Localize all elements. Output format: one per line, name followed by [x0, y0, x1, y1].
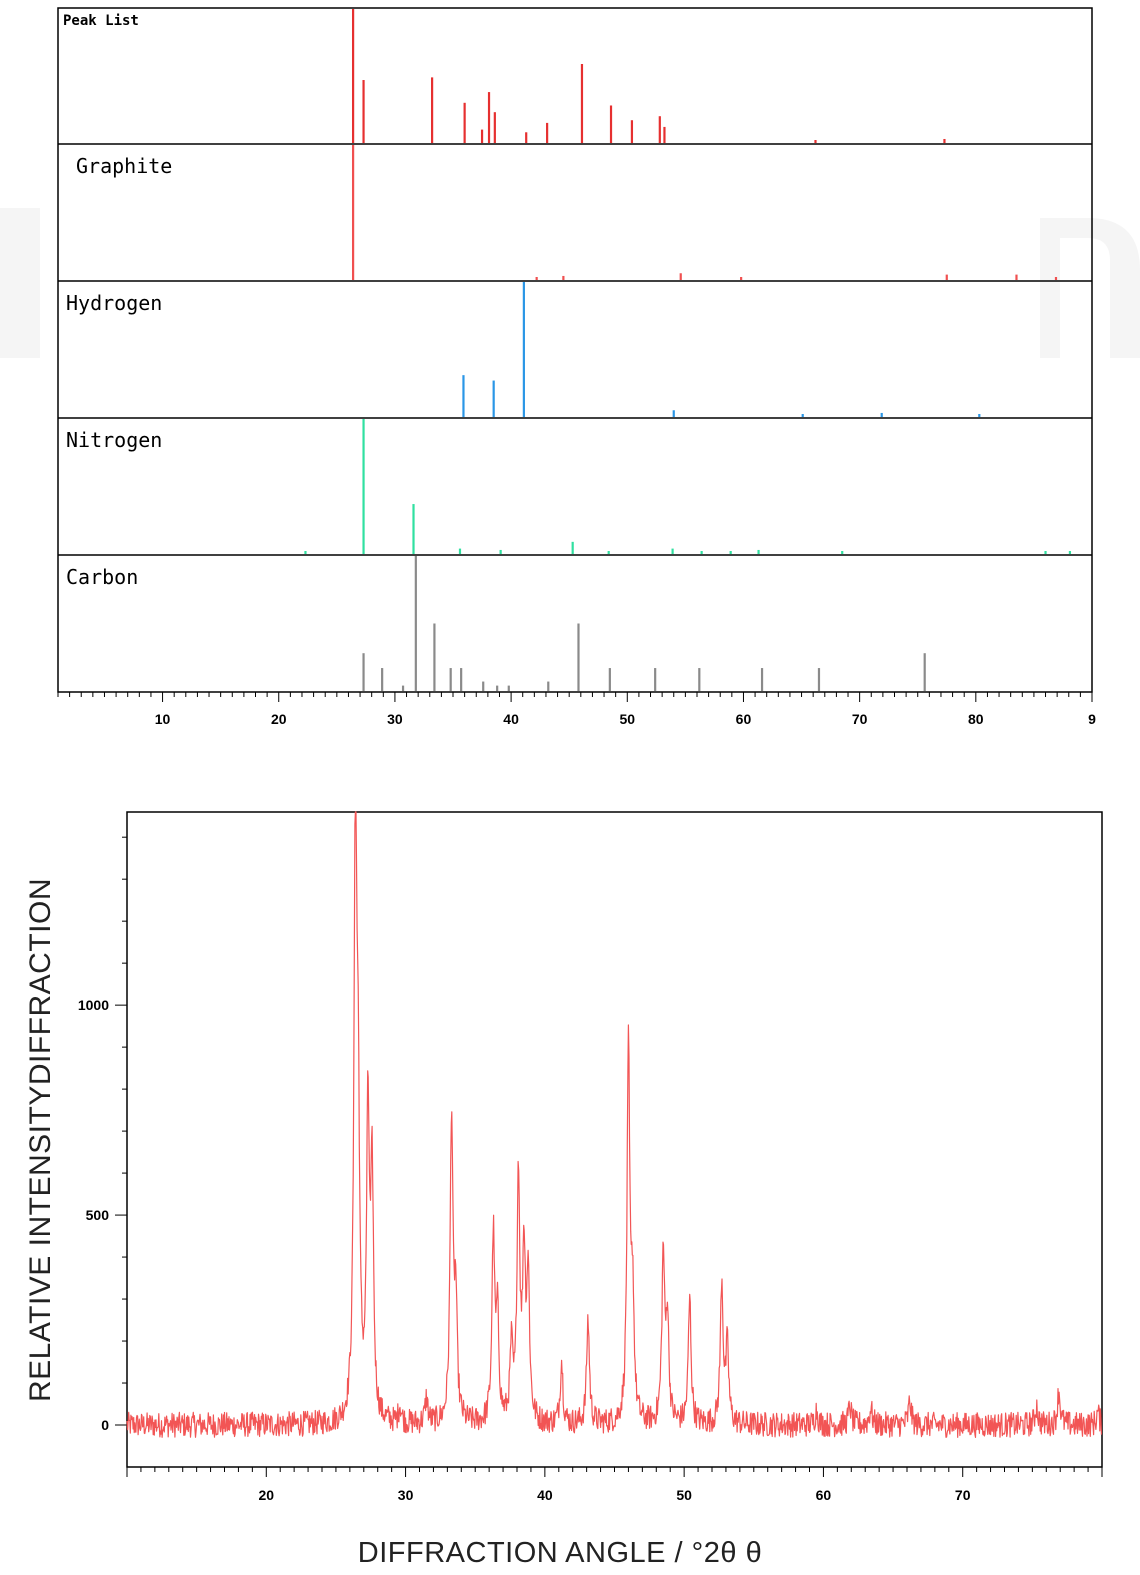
diffraction-pattern-chart: 20 30 40 50 60 70 0 500 1000 RELATIVE INTENSITYD… — [24, 811, 1103, 1569]
x-tick-label: 50 — [619, 711, 635, 727]
diffraction-pattern-line — [126, 811, 1102, 1438]
x-tick-label: 70 — [852, 711, 868, 727]
x-tick-label: 20 — [271, 711, 287, 727]
stick-x-axis: 10 20 30 40 50 60 70 80 9 — [57, 692, 1096, 727]
y-tick-label: 1000 — [78, 997, 109, 1013]
y-tick-label: 500 — [86, 1207, 110, 1223]
watermark — [0, 208, 1140, 358]
x-tick-label: 40 — [503, 711, 519, 727]
panel-label-graphite: Graphite — [76, 154, 172, 178]
x-tick-label: 20 — [258, 1487, 274, 1503]
panel-graphite: Graphite — [58, 143, 1092, 280]
x-tick-label: 60 — [736, 711, 752, 727]
panel-nitrogen: Nitrogen — [58, 417, 1092, 554]
x-tick-label: 9 — [1088, 711, 1096, 727]
stick-pattern-chart: Peak List Graphite Hydrogen Nitrogen Carbon 1… — [57, 7, 1096, 727]
x-tick-label: 30 — [387, 711, 403, 727]
x-tick-label: 30 — [398, 1487, 414, 1503]
panel-label-peak-list: Peak List — [63, 13, 139, 29]
x-tick-label: 10 — [155, 711, 171, 727]
x-axis-title: DIFFRACTION ANGLE / °2θ θ — [358, 1537, 762, 1569]
panel-hydrogen: Hydrogen — [58, 280, 1092, 417]
panel-peak-list: Peak List — [63, 9, 946, 143]
stick-chart-frame — [57, 7, 1093, 693]
y-tick-label: 0 — [101, 1417, 109, 1433]
x-tick-label: 80 — [968, 711, 984, 727]
panel-carbon: Carbon — [58, 554, 1092, 691]
panel-label-carbon: Carbon — [66, 565, 138, 589]
x-tick-label: 70 — [955, 1487, 971, 1503]
x-tick-label: 50 — [676, 1487, 692, 1503]
y-axis-title: RELATIVE INTENSITYDIFFRACTION — [24, 878, 57, 1402]
panel-label-nitrogen: Nitrogen — [66, 428, 162, 452]
x-tick-label: 60 — [816, 1487, 832, 1503]
x-tick-label: 40 — [537, 1487, 553, 1503]
panel-label-hydrogen: Hydrogen — [66, 291, 162, 315]
plot-frame — [126, 811, 1103, 1468]
pattern-ticks: 20 30 40 50 60 70 0 500 1000 — [78, 836, 1103, 1503]
